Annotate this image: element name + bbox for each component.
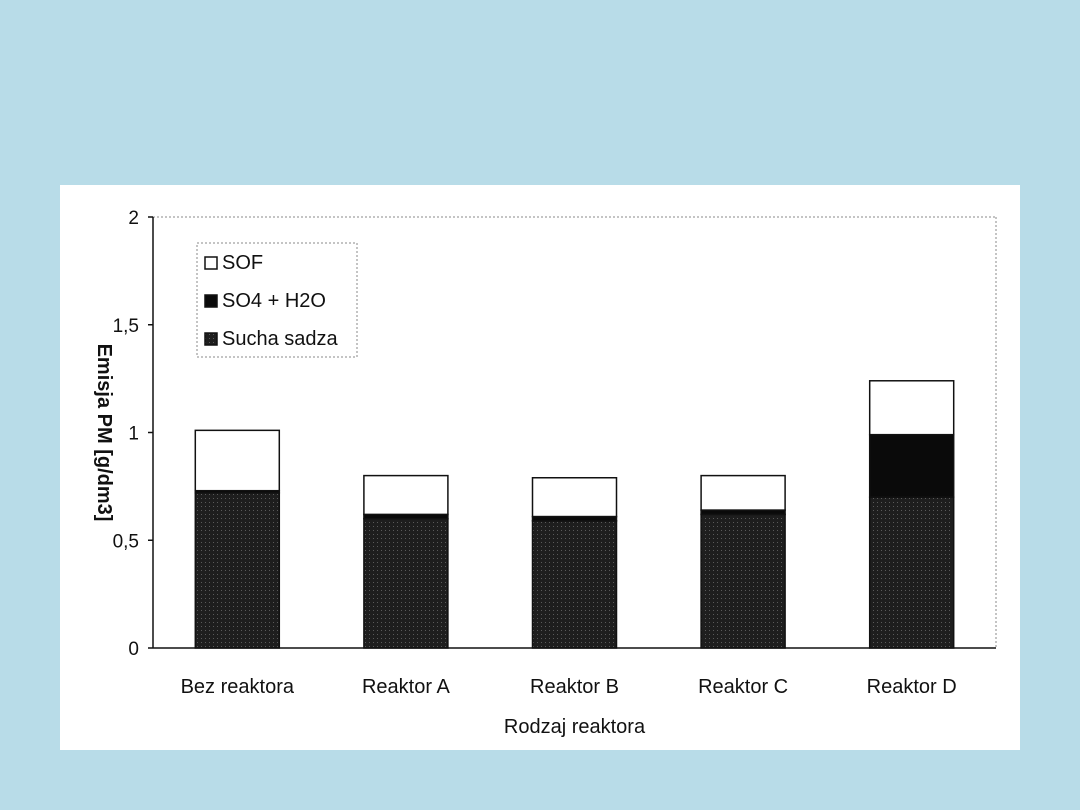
- x-tick-label: Reaktor A: [362, 676, 450, 698]
- bar-so4-h2o-4: [868, 433, 955, 498]
- legend: SOF SO4 + H2O Sucha sadza: [196, 242, 358, 358]
- legend-box: [196, 242, 358, 358]
- legend-label-sucha-sadza: Sucha sadza: [222, 328, 339, 350]
- bar-sof-0: [194, 429, 281, 492]
- bar-sucha-sadza-1: [363, 517, 449, 649]
- y-axis-ticks: 0 0,5 1 1,5 2: [113, 208, 153, 660]
- chart-panel: 0 0,5 1 1,5 2 Bez reaktora Reaktor A Reaktor B…: [60, 185, 1020, 750]
- y-axis-title: Emisja PM [g/dm3]: [93, 344, 115, 522]
- bar-sof-1: [363, 474, 449, 516]
- legend-swatch-sof: [204, 256, 218, 270]
- stacked-bar-chart: 0 0,5 1 1,5 2 Bez reaktora Reaktor A Reaktor B…: [93, 208, 997, 738]
- x-tick-label: Reaktor B: [530, 676, 619, 698]
- bar-sucha-sadza-0: [194, 492, 281, 649]
- y-tick-label: 1: [128, 424, 139, 445]
- bar-sucha-sadza-2: [531, 520, 618, 649]
- bar-sof-2: [531, 477, 618, 518]
- x-tick-label: Reaktor C: [698, 676, 788, 698]
- bar-sof-3: [700, 474, 786, 511]
- bar-sucha-sadza-3: [700, 513, 786, 649]
- x-axis-labels: Bez reaktora Reaktor A Reaktor B Reaktor C R…: [181, 676, 957, 698]
- bars-group: [194, 380, 955, 649]
- bar-sof-4: [868, 380, 955, 436]
- legend-label-so4-h2o: SO4 + H2O: [222, 290, 326, 312]
- legend-label-sof: SOF: [222, 252, 263, 274]
- y-tick-label: 1,5: [113, 316, 139, 337]
- legend-swatch-so4-h2o: [204, 294, 218, 308]
- bar-sucha-sadza-4: [868, 496, 955, 649]
- y-tick-label: 0: [128, 639, 139, 660]
- y-tick-label: 0,5: [113, 531, 139, 552]
- y-tick-label: 2: [128, 208, 139, 229]
- x-axis-title: Rodzaj reaktora: [504, 716, 646, 738]
- x-tick-label: Bez reaktora: [181, 676, 295, 698]
- legend-swatch-sucha-sadza: [204, 332, 218, 346]
- x-tick-label: Reaktor D: [867, 676, 957, 698]
